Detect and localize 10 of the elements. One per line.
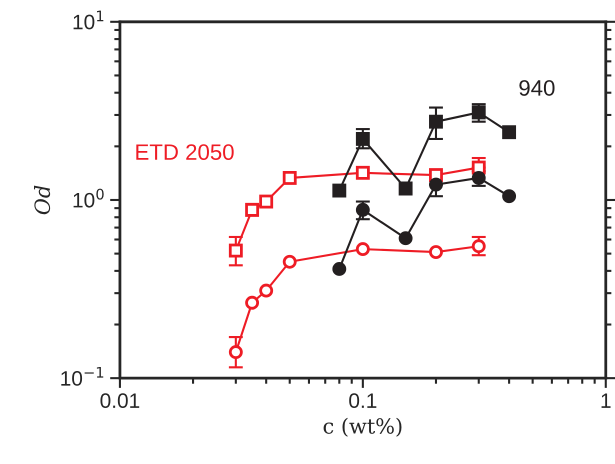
- x-tick-label: 1: [602, 394, 611, 408]
- y-tick-label: 10$^{1}$: [74, 10, 104, 30]
- y-axis-title: Od: [34, 186, 50, 214]
- x-axis-title: c (wt%): [324, 418, 402, 437]
- annotation: ETD 2050: [136, 144, 234, 160]
- x-tick-label: 0.1: [349, 393, 376, 408]
- x-tick-label: 0.01: [100, 393, 140, 408]
- annotation: 940: [519, 80, 555, 96]
- y-tick-label: 10$^{0}$: [74, 188, 104, 208]
- y-tick-label: 10$^{−1}$: [61, 366, 104, 386]
